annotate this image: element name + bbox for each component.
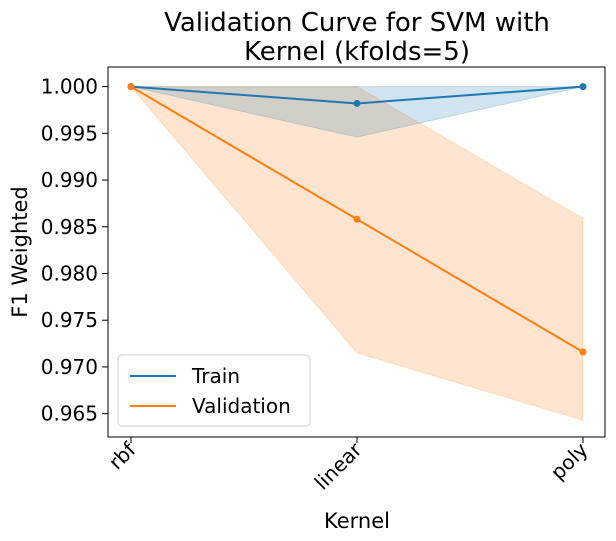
validation-point <box>579 348 587 356</box>
y-tick-label: 0.965 <box>41 402 98 426</box>
series-points <box>127 83 587 356</box>
x-axis-label: Kernel <box>324 509 390 533</box>
legend: Train Validation <box>117 354 311 427</box>
y-tick-label: 0.975 <box>41 308 98 332</box>
x-tick-label: linear <box>310 437 368 495</box>
validation-point <box>127 83 135 91</box>
y-tick-label: 0.985 <box>41 215 98 239</box>
y-tick-label: 0.990 <box>41 168 98 192</box>
chart-title-line-2: Kernel (kfolds=5) <box>244 37 470 67</box>
train-point <box>579 83 587 91</box>
y-tick-label: 1.000 <box>41 75 98 99</box>
x-tick-label: poly <box>546 437 593 484</box>
y-axis-label: F1 Weighted <box>8 186 32 318</box>
train-point <box>353 99 361 107</box>
validation-point <box>353 215 361 223</box>
chart-title-line-1: Validation Curve for SVM with <box>164 8 550 38</box>
y-axis: 0.965 0.970 0.975 0.980 0.985 0.990 0.995 1.000 <box>41 75 108 426</box>
legend-box <box>117 354 311 427</box>
y-tick-label: 0.980 <box>41 261 98 285</box>
validation-band <box>129 86 584 421</box>
legend-train-label: Train <box>191 364 240 388</box>
y-tick-label: 0.995 <box>41 121 98 145</box>
confidence-bands <box>129 86 584 421</box>
x-tick-label: rbf <box>104 437 141 474</box>
legend-validation-label: Validation <box>192 394 291 418</box>
x-axis: rbf linear poly <box>104 437 593 495</box>
y-tick-label: 0.970 <box>41 355 98 379</box>
